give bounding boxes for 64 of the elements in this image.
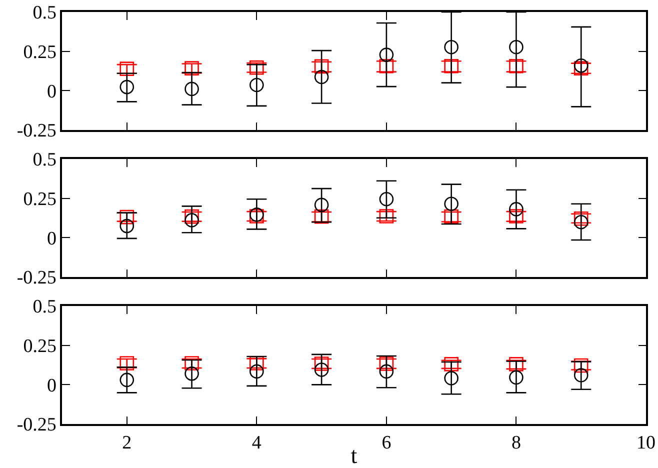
point bbox=[379, 209, 394, 224]
point bbox=[120, 372, 134, 388]
point bbox=[574, 358, 588, 373]
point bbox=[574, 61, 588, 76]
point bbox=[444, 40, 458, 54]
point bbox=[184, 366, 199, 381]
point bbox=[509, 58, 524, 74]
x-tick-label: 6 bbox=[382, 432, 392, 454]
point bbox=[184, 209, 199, 224]
point bbox=[509, 370, 524, 385]
point bbox=[574, 211, 588, 226]
y-tick-label: 0 bbox=[46, 375, 56, 396]
y-tick-label: -0.25 bbox=[16, 120, 56, 142]
point bbox=[184, 356, 199, 370]
point bbox=[314, 209, 329, 224]
point bbox=[444, 371, 458, 386]
point bbox=[250, 356, 264, 370]
x-axis-title: t bbox=[350, 443, 358, 468]
y-tick-label: 0 bbox=[46, 228, 56, 250]
point bbox=[120, 356, 134, 370]
x-tick-label: 10 bbox=[636, 432, 656, 454]
point bbox=[184, 61, 199, 76]
point bbox=[250, 78, 264, 92]
point bbox=[444, 209, 458, 224]
y-tick-label: -0.25 bbox=[16, 268, 56, 289]
y-tick-label: 0.25 bbox=[23, 336, 56, 357]
point bbox=[574, 214, 588, 230]
point bbox=[314, 70, 329, 84]
point bbox=[314, 59, 329, 74]
point bbox=[444, 196, 458, 211]
point bbox=[314, 362, 329, 377]
point bbox=[314, 356, 329, 371]
point bbox=[120, 80, 134, 94]
y-tick-label: 0.25 bbox=[23, 188, 56, 210]
point bbox=[574, 368, 588, 382]
y-tick-label: 0.5 bbox=[32, 2, 56, 24]
point bbox=[379, 364, 394, 379]
point bbox=[379, 48, 394, 62]
point bbox=[184, 82, 199, 96]
point bbox=[509, 40, 524, 54]
point bbox=[314, 198, 329, 212]
point bbox=[509, 209, 524, 224]
x-tick-label: 8 bbox=[511, 432, 521, 454]
point bbox=[509, 202, 524, 216]
point bbox=[444, 357, 458, 372]
y-tick-label: -0.25 bbox=[16, 414, 56, 436]
x-tick-label: 2 bbox=[122, 432, 132, 454]
y-tick-label: 0.25 bbox=[23, 42, 56, 63]
point bbox=[574, 58, 588, 73]
x-tick-label: 4 bbox=[252, 432, 262, 454]
y-tick-label: 0 bbox=[46, 81, 56, 102]
point bbox=[509, 357, 524, 372]
point bbox=[250, 60, 264, 75]
point bbox=[379, 356, 394, 371]
point bbox=[379, 192, 394, 206]
point bbox=[184, 213, 199, 228]
point bbox=[250, 364, 264, 379]
y-tick-label: 0.5 bbox=[32, 296, 56, 318]
point bbox=[120, 218, 134, 234]
point bbox=[120, 62, 134, 76]
y-tick-label: 0.5 bbox=[32, 150, 56, 171]
point bbox=[379, 58, 394, 74]
point bbox=[120, 210, 134, 224]
point bbox=[444, 58, 458, 74]
